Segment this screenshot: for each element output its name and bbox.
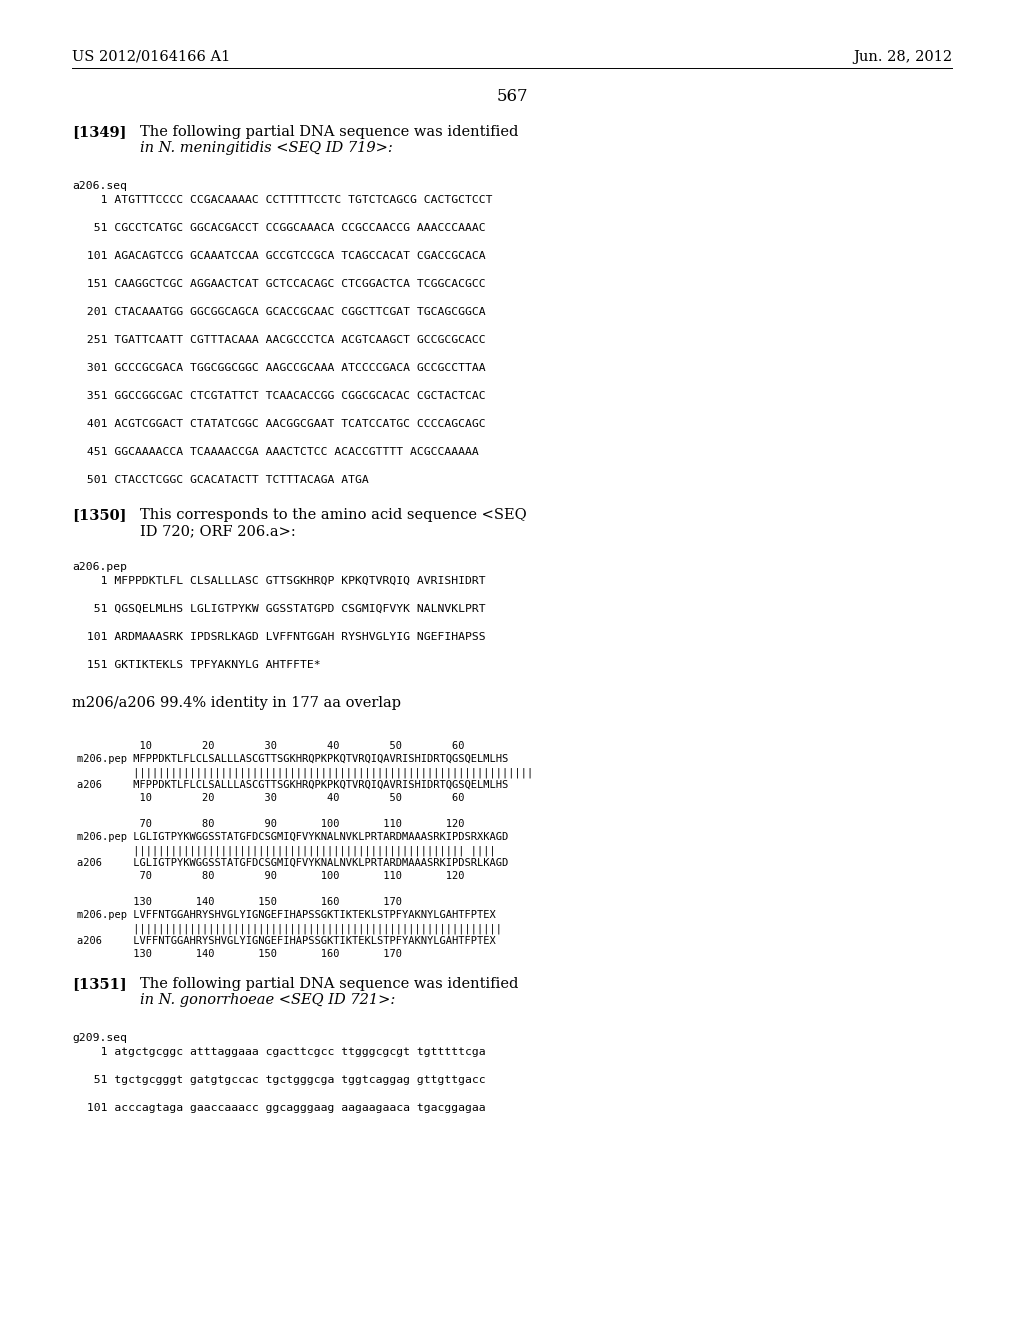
Text: m206.pep LVFFNTGGAHRYSHVGLYIGNGEFIHAPSSGKTIKTEKLSTPFYAKNYLGAHTFPTEX: m206.pep LVFFNTGGAHRYSHVGLYIGNGEFIHAPSSG… — [77, 909, 496, 920]
Text: 567: 567 — [497, 88, 527, 106]
Text: 51 QGSQELMLHS LGLIGTPYKW GGSSTATGPD CSGMIQFVYK NALNVKLPRT: 51 QGSQELMLHS LGLIGTPYKW GGSSTATGPD CSGM… — [80, 605, 485, 614]
Text: 101 acccagtaga gaaccaaacc ggcagggaag aagaagaaca tgacggagaa: 101 acccagtaga gaaccaaacc ggcagggaag aag… — [80, 1104, 485, 1113]
Text: 51 tgctgcgggt gatgtgccac tgctgggcga tggtcaggag gttgttgacc: 51 tgctgcgggt gatgtgccac tgctgggcga tggt… — [80, 1074, 485, 1085]
Text: 10        20        30        40        50        60: 10 20 30 40 50 60 — [77, 793, 465, 803]
Text: m206.pep MFPPDKTLFLCLSALLLASCGTTSGKHRQPKPKQTVRQIQAVRISHIDRTQGSQELMLHS: m206.pep MFPPDKTLFLCLSALLLASCGTTSGKHRQPK… — [77, 754, 508, 764]
Text: 351 GGCCGGCGAC CTCGTATTCT TCAACACCGG CGGCGCACAC CGCTACTCAC: 351 GGCCGGCGAC CTCGTATTCT TCAACACCGG CGG… — [80, 391, 485, 401]
Text: a206     LGLIGTPYKWGGSSTATGFDCSGMIQFVYKNALNVKLPRTARDMAAASRKIPDSRLKAGD: a206 LGLIGTPYKWGGSSTATGFDCSGMIQFVYKNALNV… — [77, 858, 508, 869]
Text: 10        20        30        40        50        60: 10 20 30 40 50 60 — [77, 741, 465, 751]
Text: m206.pep LGLIGTPYKWGGSSTATGFDCSGMIQFVYKNALNVKLPRTARDMAAASRKIPDSRXKAGD: m206.pep LGLIGTPYKWGGSSTATGFDCSGMIQFVYKN… — [77, 832, 508, 842]
Text: 501 CTACCTCGGC GCACATACTT TCTTTACAGA ATGA: 501 CTACCTCGGC GCACATACTT TCTTTACAGA ATG… — [80, 475, 369, 484]
Text: [1350]: [1350] — [72, 508, 127, 521]
Text: a206     MFPPDKTLFLCLSALLLASCGTTSGKHRQPKPKQTVRQIQAVRISHIDRTQGSQELMLHS: a206 MFPPDKTLFLCLSALLLASCGTTSGKHRQPKPKQT… — [77, 780, 508, 789]
Text: 251 TGATTCAATT CGTTTACAAA AACGCCCTCA ACGTCAAGCT GCCGCGCACC: 251 TGATTCAATT CGTTTACAAA AACGCCCTCA ACG… — [80, 335, 485, 345]
Text: ||||||||||||||||||||||||||||||||||||||||||||||||||||||||||||||||: ||||||||||||||||||||||||||||||||||||||||… — [77, 767, 534, 777]
Text: 70        80        90       100       110       120: 70 80 90 100 110 120 — [77, 818, 465, 829]
Text: Jun. 28, 2012: Jun. 28, 2012 — [853, 50, 952, 63]
Text: a206.seq: a206.seq — [72, 181, 127, 191]
Text: 151 CAAGGCTCGC AGGAACTCAT GCTCCACAGC CTCGGACTCA TCGGCACGCC: 151 CAAGGCTCGC AGGAACTCAT GCTCCACAGC CTC… — [80, 279, 485, 289]
Text: 151 GKTIKTEKLS TPFYAKNYLG AHTFFTE*: 151 GKTIKTEKLS TPFYAKNYLG AHTFFTE* — [80, 660, 321, 671]
Text: 130       140       150       160       170: 130 140 150 160 170 — [77, 898, 402, 907]
Text: in N. meningitidis <SEQ ID 719>:: in N. meningitidis <SEQ ID 719>: — [140, 141, 393, 154]
Text: The following partial DNA sequence was identified: The following partial DNA sequence was i… — [140, 977, 518, 991]
Text: 1 MFPPDKTLFL CLSALLLASC GTTSGKHRQP KPKQTVRQIQ AVRISHIDRT: 1 MFPPDKTLFL CLSALLLASC GTTSGKHRQP KPKQT… — [80, 576, 485, 586]
Text: 101 ARDMAAASRK IPDSRLKAGD LVFFNTGGAH RYSHVGLYIG NGEFIHAPSS: 101 ARDMAAASRK IPDSRLKAGD LVFFNTGGAH RYS… — [80, 632, 485, 642]
Text: 401 ACGTCGGACT CTATATCGGC AACGGCGAAT TCATCCATGC CCCCAGCAGC: 401 ACGTCGGACT CTATATCGGC AACGGCGAAT TCA… — [80, 418, 485, 429]
Text: m206/a206 99.4% identity in 177 aa overlap: m206/a206 99.4% identity in 177 aa overl… — [72, 696, 401, 710]
Text: g209.seq: g209.seq — [72, 1034, 127, 1043]
Text: [1351]: [1351] — [72, 977, 127, 991]
Text: 1 ATGTTTCCCC CCGACAAAAC CCTTTTTCCTC TGTCTCAGCG CACTGCTCCT: 1 ATGTTTCCCC CCGACAAAAC CCTTTTTCCTC TGTC… — [80, 195, 493, 205]
Text: 451 GGCAAAACCA TCAAAACCGA AAACTCTCC ACACCGTTTT ACGCCAAAAA: 451 GGCAAAACCA TCAAAACCGA AAACTCTCC ACAC… — [80, 447, 479, 457]
Text: a206     LVFFNTGGAHRYSHVGLYIGNGEFIHAPSSGKTIKTEKLSTPFYAKNYLGAHTFPTEX: a206 LVFFNTGGAHRYSHVGLYIGNGEFIHAPSSGKTIK… — [77, 936, 496, 946]
Text: 70        80        90       100       110       120: 70 80 90 100 110 120 — [77, 871, 465, 880]
Text: This corresponds to the amino acid sequence <SEQ: This corresponds to the amino acid seque… — [140, 508, 526, 521]
Text: in N. gonorrhoeae <SEQ ID 721>:: in N. gonorrhoeae <SEQ ID 721>: — [140, 993, 395, 1007]
Text: The following partial DNA sequence was identified: The following partial DNA sequence was i… — [140, 125, 518, 139]
Text: 201 CTACAAATGG GGCGGCAGCA GCACCGCAAC CGGCTTCGAT TGCAGCGGCA: 201 CTACAAATGG GGCGGCAGCA GCACCGCAAC CGG… — [80, 308, 485, 317]
Text: ||||||||||||||||||||||||||||||||||||||||||||||||||||| ||||: ||||||||||||||||||||||||||||||||||||||||… — [77, 845, 496, 855]
Text: 130       140       150       160       170: 130 140 150 160 170 — [77, 949, 402, 960]
Text: 51 CGCCTCATGC GGCACGACCT CCGGCAAACA CCGCCAACCG AAACCCAAAC: 51 CGCCTCATGC GGCACGACCT CCGGCAAACA CCGC… — [80, 223, 485, 234]
Text: US 2012/0164166 A1: US 2012/0164166 A1 — [72, 50, 230, 63]
Text: a206.pep: a206.pep — [72, 562, 127, 572]
Text: |||||||||||||||||||||||||||||||||||||||||||||||||||||||||||: ||||||||||||||||||||||||||||||||||||||||… — [77, 923, 502, 933]
Text: 101 AGACAGTCCG GCAAATCCAA GCCGTCCGCA TCAGCCACAT CGACCGCACA: 101 AGACAGTCCG GCAAATCCAA GCCGTCCGCA TCA… — [80, 251, 485, 261]
Text: 1 atgctgcggc atttaggaaa cgacttcgcc ttgggcgcgt tgtttttcga: 1 atgctgcggc atttaggaaa cgacttcgcc ttggg… — [80, 1047, 485, 1057]
Text: 301 GCCCGCGACA TGGCGGCGGC AAGCCGCAAA ATCCCCGACA GCCGCCTTAA: 301 GCCCGCGACA TGGCGGCGGC AAGCCGCAAA ATC… — [80, 363, 485, 374]
Text: ID 720; ORF 206.a>:: ID 720; ORF 206.a>: — [140, 524, 296, 539]
Text: [1349]: [1349] — [72, 125, 127, 139]
